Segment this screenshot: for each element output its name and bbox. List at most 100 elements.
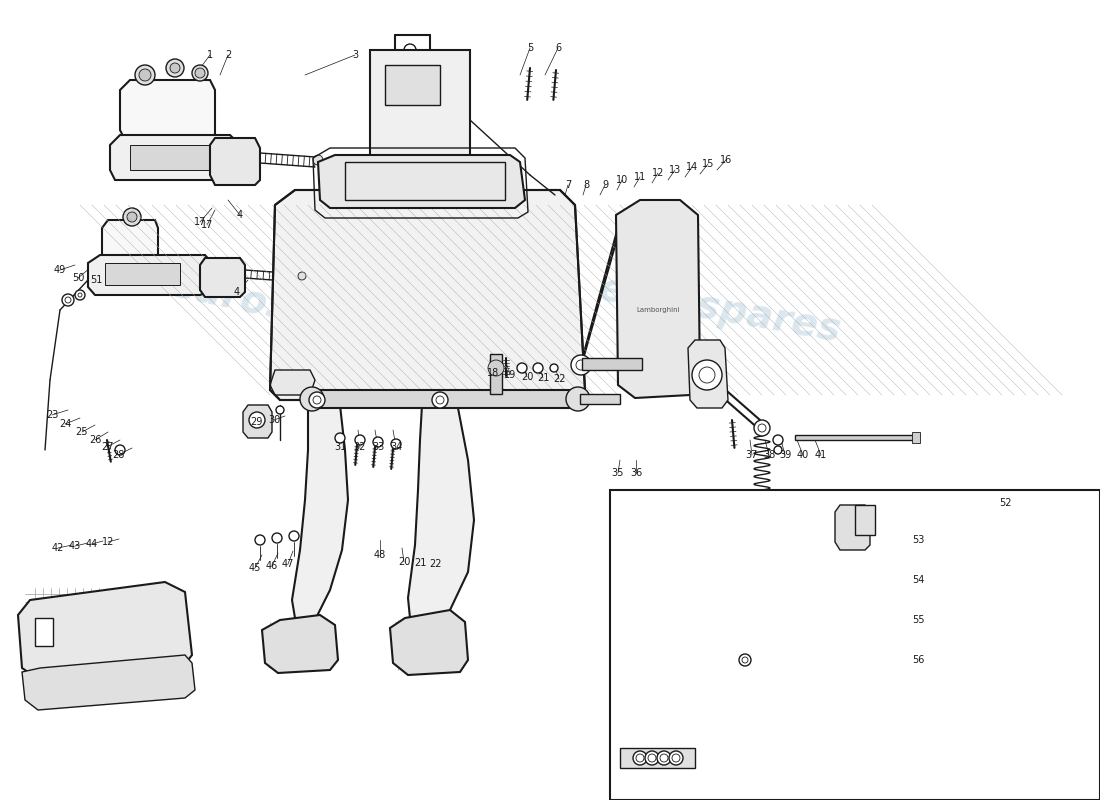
- Text: 47: 47: [282, 559, 294, 569]
- Text: 32: 32: [354, 442, 366, 452]
- Circle shape: [300, 387, 324, 411]
- Polygon shape: [102, 220, 158, 262]
- Text: 23: 23: [46, 410, 58, 420]
- Text: 50: 50: [72, 273, 85, 283]
- Text: 11: 11: [634, 172, 646, 182]
- Text: 4: 4: [236, 210, 243, 220]
- Text: 53: 53: [912, 535, 924, 545]
- Text: 38: 38: [763, 450, 776, 460]
- Text: 13: 13: [669, 165, 681, 175]
- Text: 24: 24: [58, 419, 72, 429]
- Bar: [855, 505, 875, 535]
- Text: 3: 3: [352, 50, 359, 60]
- Circle shape: [660, 754, 668, 762]
- Bar: [620, 748, 695, 768]
- Circle shape: [276, 406, 284, 414]
- Polygon shape: [262, 615, 338, 673]
- Circle shape: [284, 374, 300, 390]
- Circle shape: [227, 143, 236, 153]
- Circle shape: [288, 378, 296, 386]
- Circle shape: [314, 155, 323, 165]
- Text: 14: 14: [686, 162, 698, 172]
- Bar: [104, 263, 180, 285]
- Text: 55: 55: [912, 615, 924, 625]
- Polygon shape: [110, 135, 240, 180]
- Circle shape: [78, 293, 82, 297]
- Polygon shape: [210, 138, 260, 185]
- Polygon shape: [88, 255, 212, 295]
- Circle shape: [126, 212, 138, 222]
- Text: 36: 36: [630, 468, 642, 478]
- Text: 49: 49: [54, 265, 66, 275]
- Bar: [580, 394, 620, 404]
- Circle shape: [632, 751, 647, 765]
- Text: 16: 16: [719, 155, 733, 165]
- Text: 29: 29: [250, 417, 262, 427]
- Circle shape: [692, 360, 722, 390]
- Circle shape: [550, 364, 558, 372]
- Text: 45: 45: [249, 563, 261, 573]
- Circle shape: [255, 535, 265, 545]
- Circle shape: [534, 363, 543, 373]
- Polygon shape: [616, 200, 700, 398]
- Polygon shape: [18, 582, 192, 680]
- Text: 56: 56: [912, 655, 924, 665]
- Circle shape: [390, 439, 402, 449]
- Polygon shape: [292, 400, 348, 625]
- Circle shape: [774, 446, 782, 454]
- Circle shape: [566, 387, 590, 411]
- Circle shape: [166, 59, 184, 77]
- Circle shape: [216, 263, 224, 271]
- Bar: [385, 65, 440, 105]
- Circle shape: [65, 297, 72, 303]
- Text: 30: 30: [268, 415, 280, 425]
- Bar: [35, 618, 53, 646]
- Circle shape: [195, 68, 205, 78]
- Circle shape: [309, 392, 324, 408]
- Text: eurospares: eurospares: [166, 266, 414, 354]
- Text: 5: 5: [527, 43, 534, 53]
- Polygon shape: [688, 340, 728, 408]
- Circle shape: [672, 754, 680, 762]
- Text: 25: 25: [76, 427, 88, 437]
- Bar: [610, 490, 1100, 800]
- Circle shape: [636, 754, 644, 762]
- Circle shape: [227, 170, 236, 180]
- Text: 35: 35: [612, 468, 624, 478]
- Text: 9: 9: [602, 180, 608, 190]
- Text: 33: 33: [372, 442, 384, 452]
- Polygon shape: [390, 610, 468, 675]
- Text: 20: 20: [520, 372, 534, 382]
- Text: 41: 41: [815, 450, 827, 460]
- Circle shape: [355, 435, 365, 445]
- Text: 44: 44: [86, 539, 98, 549]
- Text: 26: 26: [89, 435, 101, 445]
- Circle shape: [657, 751, 671, 765]
- Circle shape: [373, 437, 383, 447]
- Polygon shape: [318, 155, 525, 208]
- Polygon shape: [22, 655, 195, 710]
- Polygon shape: [270, 190, 585, 400]
- Circle shape: [62, 294, 74, 306]
- Text: 22: 22: [430, 559, 442, 569]
- Text: Lamborghini: Lamborghini: [636, 307, 680, 313]
- Text: 18: 18: [487, 368, 499, 378]
- Bar: [490, 354, 502, 394]
- Text: 40: 40: [796, 450, 810, 460]
- Text: 1: 1: [207, 50, 213, 60]
- Bar: [130, 145, 210, 170]
- Text: 31: 31: [334, 442, 346, 452]
- Bar: [370, 50, 470, 170]
- Bar: [345, 162, 505, 200]
- Circle shape: [170, 63, 180, 73]
- Bar: [310, 390, 580, 408]
- Circle shape: [432, 392, 448, 408]
- Text: 39: 39: [779, 450, 791, 460]
- Circle shape: [249, 412, 265, 428]
- Circle shape: [698, 367, 715, 383]
- Circle shape: [742, 657, 748, 663]
- Circle shape: [669, 751, 683, 765]
- Circle shape: [754, 420, 770, 436]
- Polygon shape: [200, 258, 245, 297]
- Circle shape: [488, 360, 504, 376]
